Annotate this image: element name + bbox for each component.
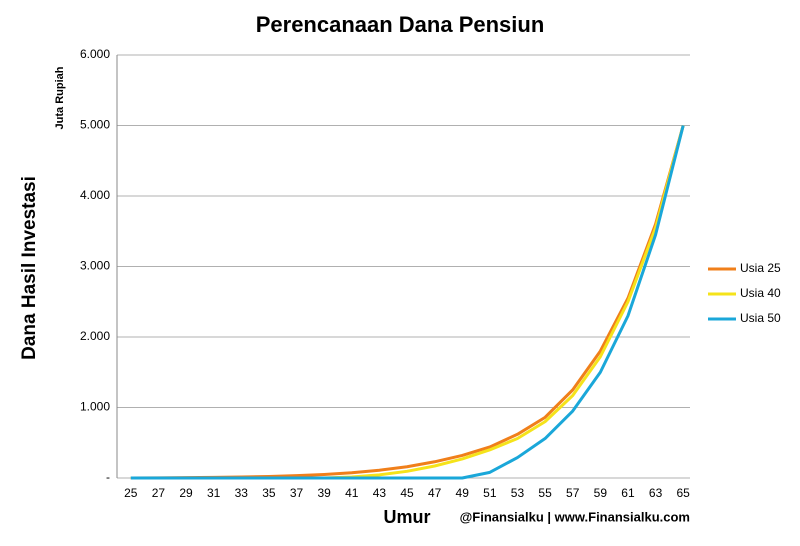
- x-tick-label: 41: [345, 486, 359, 500]
- y-tick-label: -: [106, 470, 110, 484]
- x-tick-label: 29: [179, 486, 193, 500]
- x-tick-label: 37: [290, 486, 304, 500]
- x-tick-label: 35: [262, 486, 276, 500]
- x-tick-label: 49: [456, 486, 470, 500]
- x-tick-label: 63: [649, 486, 663, 500]
- y-tick-label: 3.000: [80, 259, 110, 273]
- x-tick-label: 39: [317, 486, 331, 500]
- y-tick-label: 1.000: [80, 400, 110, 414]
- x-tick-label: 51: [483, 486, 497, 500]
- x-tick-label: 47: [428, 486, 442, 500]
- y-unit: Juta Rupiah: [54, 66, 66, 129]
- legend-label: Usia 50: [740, 311, 781, 325]
- y-tick-label: 2.000: [80, 329, 110, 343]
- line-series: [130, 125, 685, 480]
- x-tick-label: 31: [207, 486, 221, 500]
- x-tick-label: 33: [235, 486, 249, 500]
- x-axis-label: Umur: [383, 507, 430, 527]
- x-tick-label: 55: [538, 486, 552, 500]
- x-tick-label: 53: [511, 486, 525, 500]
- y-tick-label: 6.000: [80, 47, 110, 61]
- x-tick-label: 45: [400, 486, 414, 500]
- x-tick-label: 59: [594, 486, 608, 500]
- x-tick-label: 43: [373, 486, 387, 500]
- y-tick-label: 4.000: [80, 188, 110, 202]
- legend-label: Usia 40: [740, 286, 781, 300]
- x-tick-label: 61: [621, 486, 635, 500]
- x-tick-label: 57: [566, 486, 580, 500]
- x-tick-label: 65: [677, 486, 691, 500]
- line-series: [130, 125, 685, 480]
- y-axis-label: Dana Hasil Investasi: [19, 176, 40, 360]
- credit: @Finansialku | www.Finansialku.com: [460, 509, 690, 524]
- chart-title: Perencanaan Dana Pensiun: [256, 12, 545, 37]
- x-tick-label: 25: [124, 486, 138, 500]
- legend-label: Usia 25: [740, 261, 781, 275]
- line-series: [130, 125, 685, 480]
- x-tick-label: 27: [152, 486, 166, 500]
- y-tick-label: 5.000: [80, 118, 110, 132]
